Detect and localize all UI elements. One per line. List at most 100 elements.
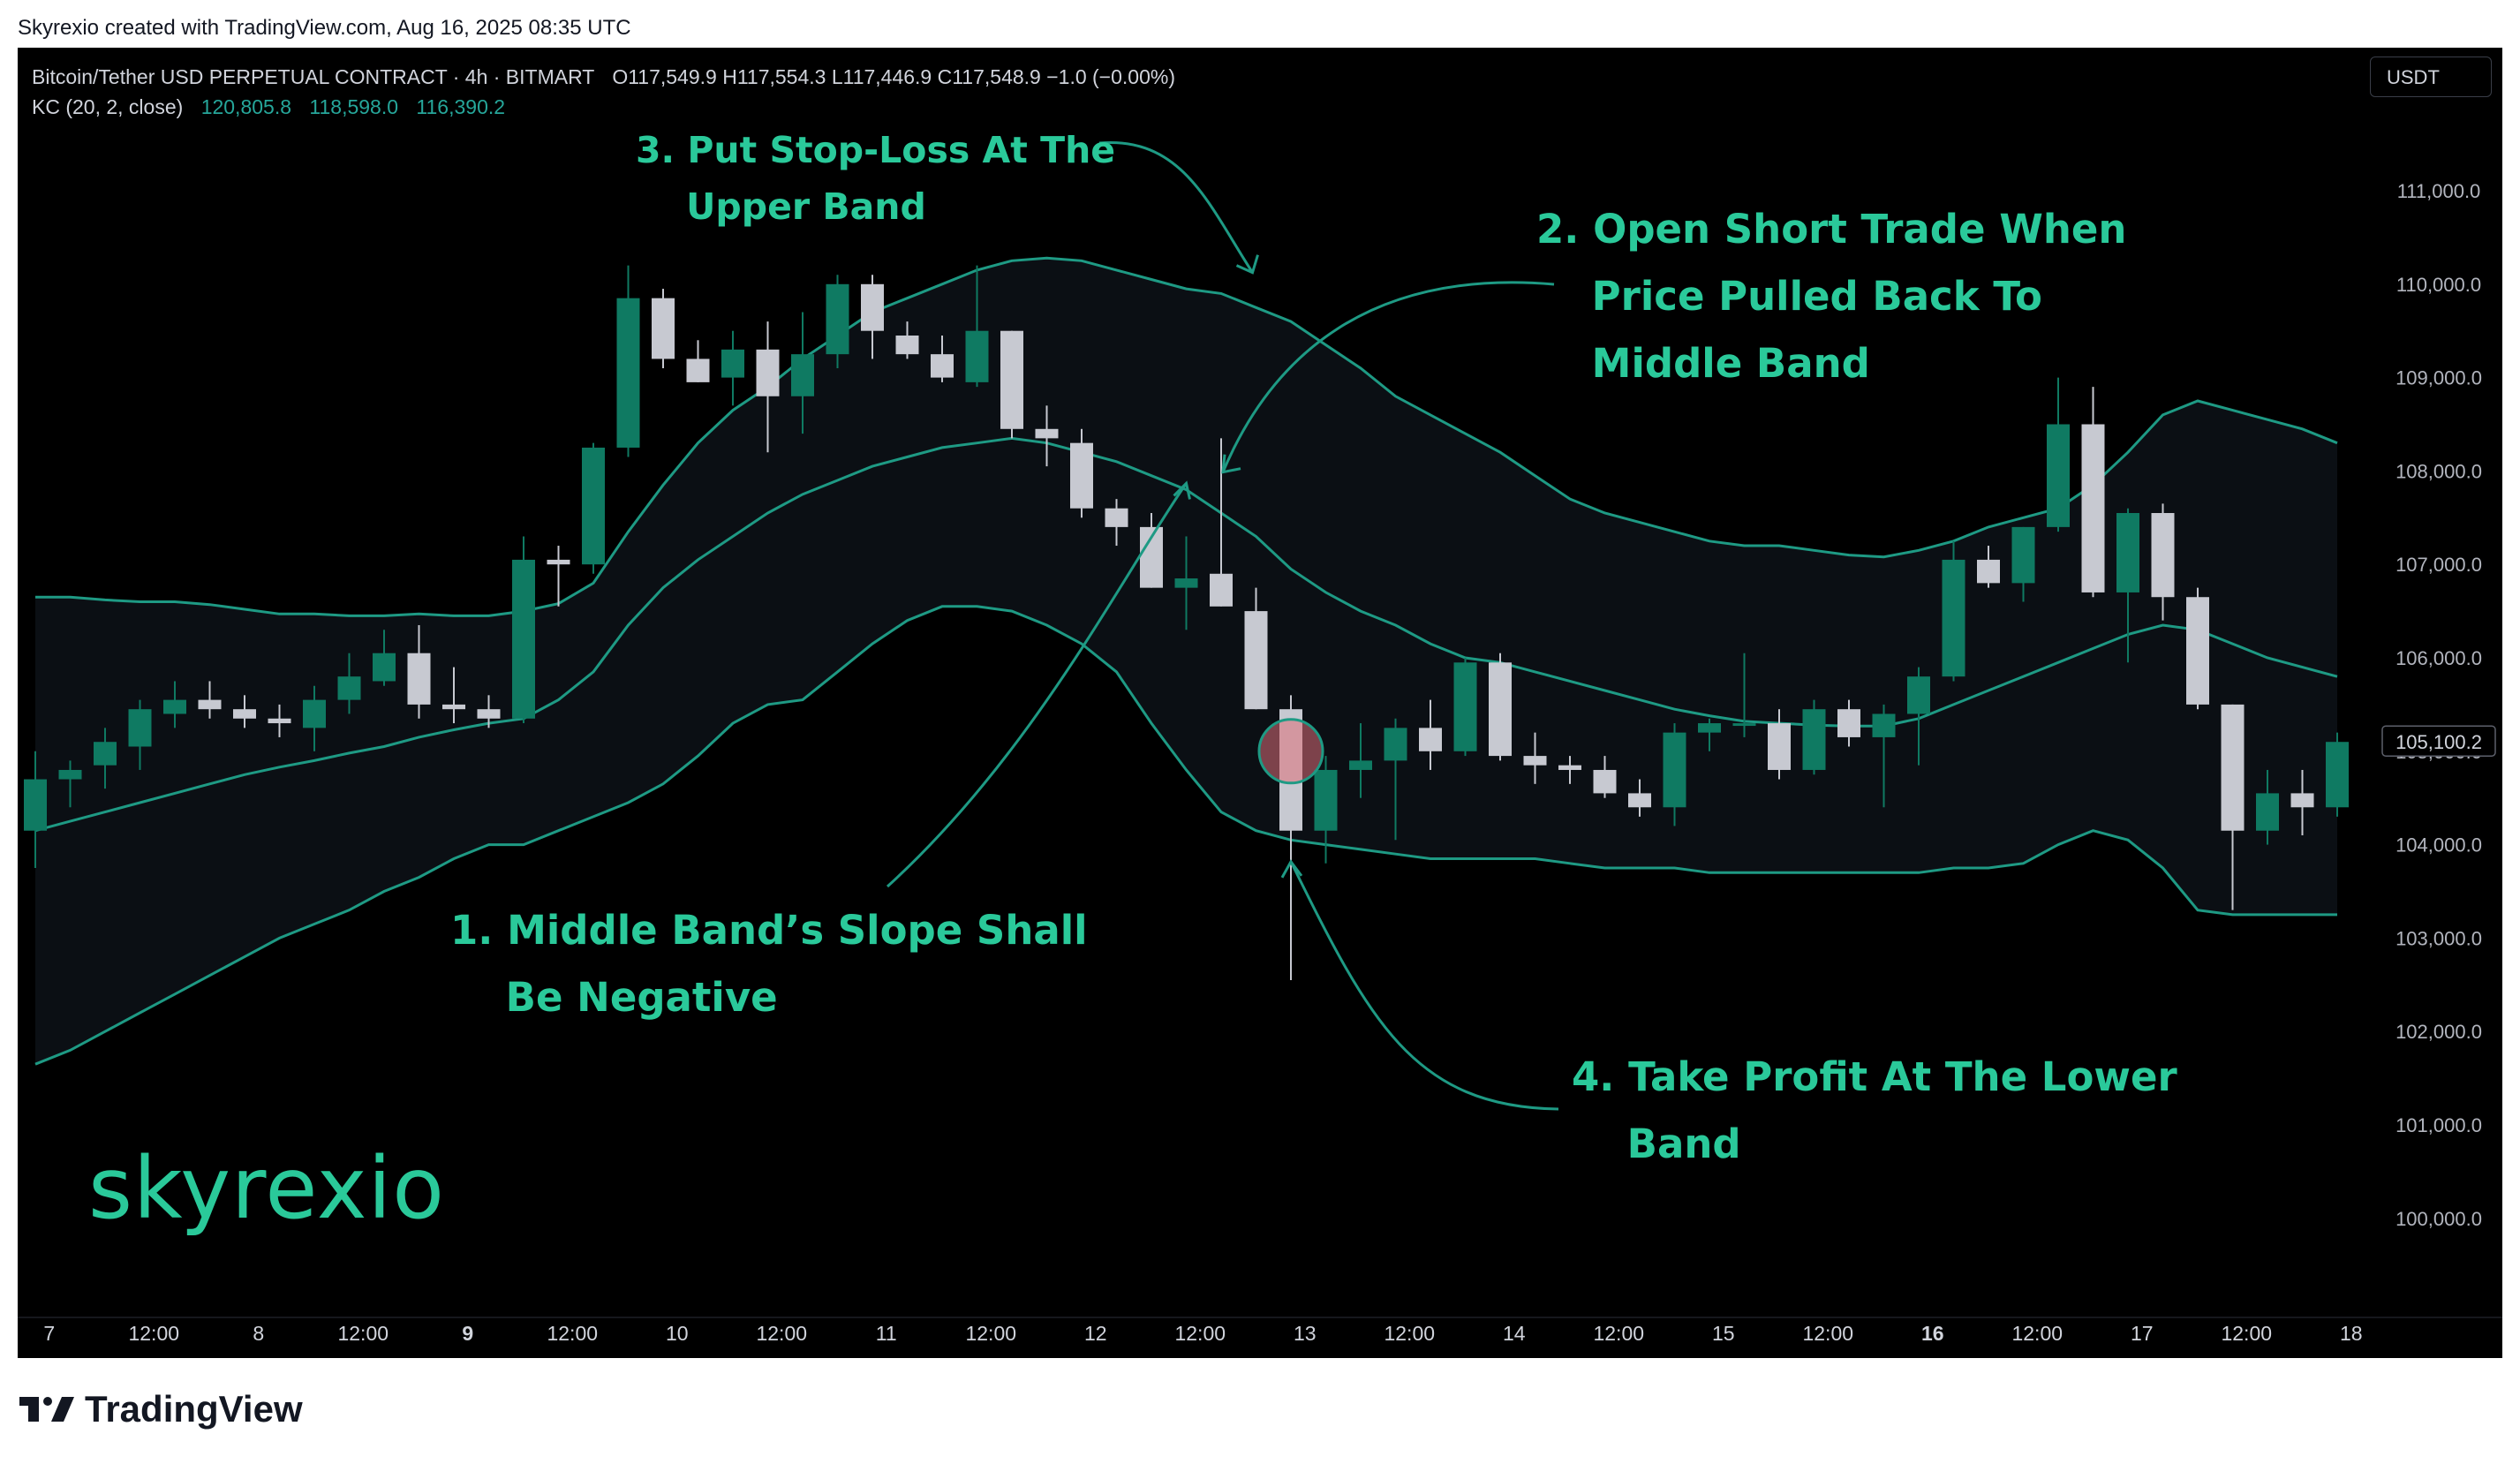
candlestick-chart[interactable]: 111,000.0 110,000.0 109,000.0 108,000.0 107,… xyxy=(18,48,2502,1358)
time-axis: 7 12:00 8 12:00 9 12:00 10 12:00 11 12:00 12 12:00 1… xyxy=(18,1317,2502,1345)
candle-body xyxy=(1453,662,1477,751)
last-price-badge xyxy=(2381,725,2496,757)
time-tick-label: 15 xyxy=(1712,1322,1735,1345)
candle-body xyxy=(547,559,570,565)
candle-body xyxy=(861,283,884,331)
price-tick-label: 111,000.0 xyxy=(2397,180,2481,202)
candle-body xyxy=(1942,559,1965,677)
candle-body xyxy=(756,349,780,396)
candle-body xyxy=(2116,513,2139,592)
candle-body xyxy=(198,699,222,710)
tradingview-wordmark[interactable]: TradingView xyxy=(85,1388,303,1430)
price-tick-label: 107,000.0 xyxy=(2396,554,2482,576)
time-tick-label: 12:00 xyxy=(1384,1322,1435,1345)
candle-body xyxy=(1802,709,1826,770)
annotation-4: 4. Take Profit At The Lower Band xyxy=(1572,1053,2177,1167)
arrow-2 xyxy=(1221,281,1555,473)
time-tick-label: 14 xyxy=(1503,1322,1526,1345)
time-tick-label: 12:00 xyxy=(1174,1322,1226,1345)
time-tick-label: 12:00 xyxy=(337,1322,389,1345)
candle-body xyxy=(163,699,186,714)
time-tick-label: 12:00 xyxy=(2221,1322,2272,1345)
kc-middle-value: 118,598.0 xyxy=(309,95,399,118)
candle-body xyxy=(1244,611,1268,710)
symbol-header[interactable]: Bitcoin/Tether USD PERPETUAL CONTRACT · … xyxy=(32,65,1175,89)
candle-body xyxy=(373,653,396,682)
arrow-1-head xyxy=(1173,480,1191,500)
price-tick-label: 109,000.0 xyxy=(2396,367,2482,389)
price-tick-label: 104,000.0 xyxy=(2396,834,2482,857)
arrow-4 xyxy=(1289,861,1559,1111)
candle-body xyxy=(1628,793,1651,808)
time-tick-label: 16 xyxy=(1921,1322,1944,1345)
symbol-name[interactable]: Bitcoin/Tether USD PERPETUAL CONTRACT · … xyxy=(32,65,594,88)
candle-body xyxy=(94,742,117,766)
time-tick-label: 17 xyxy=(2131,1322,2154,1345)
candle-body xyxy=(2011,526,2035,584)
candle-body xyxy=(1105,508,1128,527)
chart-area[interactable]: 111,000.0 110,000.0 109,000.0 108,000.0 107,… xyxy=(18,48,2502,1358)
candle-body xyxy=(58,769,82,780)
time-tick-label: 12:00 xyxy=(547,1322,598,1345)
annotation-1: 1. Middle Band’s Slope Shall Be Negative xyxy=(450,907,1088,1021)
candle-body xyxy=(477,709,501,719)
candle-body xyxy=(442,704,465,710)
time-tick-label: 12:00 xyxy=(756,1322,807,1345)
candle-body xyxy=(2151,513,2175,598)
candle-body xyxy=(1872,713,1896,737)
time-tick-label: 12:00 xyxy=(1593,1322,1644,1345)
chart-caption: Skyrexio created with TradingView.com, A… xyxy=(18,16,631,40)
indicator-name[interactable]: KC (20, 2, close) xyxy=(32,95,184,118)
candle-body xyxy=(895,335,919,355)
candle-body xyxy=(1768,723,1791,770)
kc-lower-value: 116,390.2 xyxy=(416,95,506,118)
candle-body xyxy=(686,358,710,382)
annotation-2: 2. Open Short Trade When Price Pulled Ba… xyxy=(1536,206,2127,387)
arrow-4-head xyxy=(1280,859,1303,879)
candle-body xyxy=(1314,769,1338,831)
candle-body xyxy=(2047,424,2070,527)
candle-body xyxy=(1070,442,1093,509)
price-tick-label: 106,000.0 xyxy=(2396,647,2482,669)
currency-selector[interactable]: USDT xyxy=(2370,57,2492,97)
candle-body xyxy=(2290,793,2314,808)
candle-body xyxy=(1593,769,1617,794)
price-axis: 111,000.0 110,000.0 109,000.0 108,000.0 107,… xyxy=(2381,180,2496,1230)
indicator-legend[interactable]: KC (20, 2, close) 120,805.8 118,598.0 11… xyxy=(32,95,505,119)
candle-body xyxy=(1977,559,2000,584)
time-tick-label: 12:00 xyxy=(965,1322,1016,1345)
candle-body xyxy=(2326,742,2349,808)
candle-body xyxy=(1837,709,1860,737)
candle-body xyxy=(1558,765,1581,770)
watermark-logo: skyrexio xyxy=(88,1139,445,1238)
last-price-label: 105,100.2 xyxy=(2396,731,2482,753)
tradingview-brand[interactable]: TradingView xyxy=(19,1388,303,1430)
price-tick-label: 101,000.0 xyxy=(2396,1114,2482,1136)
time-tick-label: 8 xyxy=(253,1322,264,1345)
arrow-3-head xyxy=(1235,254,1259,275)
candle-body xyxy=(337,676,361,700)
candle-body xyxy=(128,709,152,747)
tradingview-logo-icon xyxy=(19,1397,74,1422)
candles xyxy=(24,265,2349,981)
candle-body xyxy=(303,699,326,728)
ohlc-values: O117,549.9 H117,554.3 L117,446.9 C117,54… xyxy=(612,65,1175,88)
price-tick-label: 103,000.0 xyxy=(2396,927,2482,949)
candle-body xyxy=(1035,428,1059,439)
candle-body xyxy=(1523,756,1547,766)
candle-body xyxy=(616,298,640,448)
time-tick-label: 9 xyxy=(462,1322,473,1345)
price-tick-label: 100,000.0 xyxy=(2396,1208,2482,1230)
time-tick-label: 12 xyxy=(1084,1322,1107,1345)
candle-body xyxy=(1349,760,1372,770)
entry-highlight-circle xyxy=(1257,718,1324,785)
candle-body xyxy=(721,349,744,378)
candle-body xyxy=(1698,723,1721,733)
kc-upper-value: 120,805.8 xyxy=(200,95,292,118)
candle-body xyxy=(1663,732,1686,808)
annotation-arrows xyxy=(886,140,1559,1111)
candle-body xyxy=(233,709,256,719)
candle-body xyxy=(1732,723,1756,727)
arrow-2-head xyxy=(1221,454,1241,474)
candle-body xyxy=(931,354,954,378)
